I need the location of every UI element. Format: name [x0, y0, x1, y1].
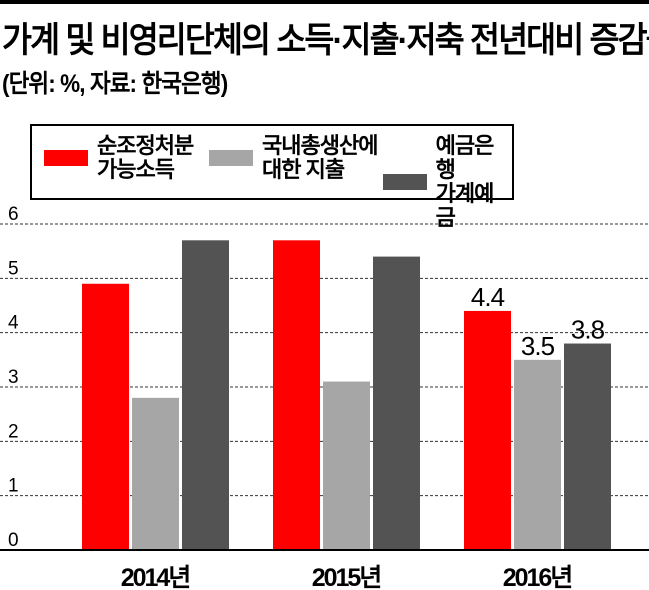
data-label: 3.8 [571, 315, 605, 345]
x-tick-label: 2016년 [503, 564, 572, 590]
legend-item-deposits: 예금은행 가계예금 [383, 134, 512, 230]
y-tick-label: 0 [8, 530, 19, 551]
y-tick-label: 5 [8, 258, 19, 279]
bar [82, 283, 129, 550]
y-tick-label: 6 [8, 204, 19, 225]
y-tick-label: 1 [8, 476, 19, 497]
bar [323, 381, 370, 550]
bar [514, 359, 561, 550]
legend-swatch [209, 150, 253, 166]
bar [273, 240, 320, 551]
y-tick-label: 3 [8, 367, 19, 388]
top-rule [0, 0, 649, 4]
y-tick-label: 4 [8, 313, 19, 334]
y-tick-label: 2 [8, 421, 19, 442]
legend-item-income: 순조정처분 가능소득 [44, 133, 194, 182]
legend-item-expenditure: 국내총생산에 대한 지출 [209, 133, 378, 182]
bar [564, 343, 611, 550]
bar [464, 310, 511, 550]
chart-title: 가계 및 비영리단체의 소득·지출·저축 전년대비 증감률 [2, 21, 649, 60]
legend-label: 국내총생산에 대한 지출 [262, 133, 378, 182]
legend-swatch [383, 174, 427, 190]
legend: 순조정처분 가능소득 국내총생산에 대한 지출 예금은행 가계예금 [30, 124, 514, 230]
bar [373, 256, 420, 550]
bar [182, 240, 229, 551]
legend-label: 순조정처분 가능소득 [97, 133, 194, 182]
chart-subtitle: (단위: %, 자료: 한국은행) [2, 70, 228, 98]
bar [132, 397, 179, 550]
x-tick-label: 2015년 [312, 564, 381, 590]
legend-swatch [44, 150, 88, 166]
data-label: 3.5 [521, 331, 555, 361]
data-label: 4.4 [471, 282, 505, 312]
x-tick-label: 2014년 [121, 564, 190, 590]
